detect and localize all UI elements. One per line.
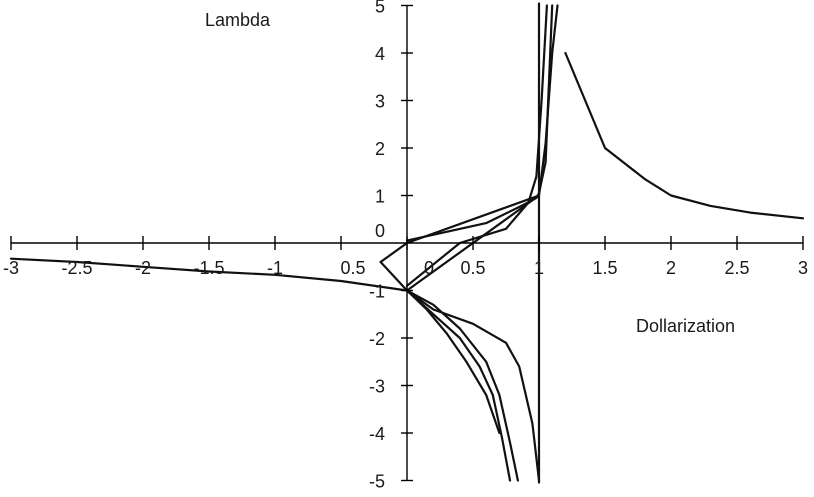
y-tick-label: 4 — [375, 44, 385, 64]
y-tick-label: 0 — [375, 221, 385, 241]
series-line-7 — [405, 4, 549, 287]
y-tick-label: 3 — [375, 92, 385, 112]
y-tick-label: 1 — [375, 187, 385, 207]
series-line-9 — [405, 289, 512, 482]
y-tick-label: -4 — [369, 424, 385, 444]
series-line-3 — [379, 260, 541, 482]
y-axis-title: Lambda — [205, 10, 271, 30]
y-tick-label: -3 — [369, 377, 385, 397]
x-tick-label: -1 — [267, 258, 283, 278]
y-tick-label: -1 — [369, 282, 385, 302]
series-line-6 — [405, 4, 554, 242]
y-tick-label: 2 — [375, 139, 385, 159]
x-tick-label: 0 — [424, 258, 434, 278]
x-tick-label: 1 — [534, 258, 544, 278]
series-line-8 — [405, 289, 520, 482]
x-tick-label: 2 — [666, 258, 676, 278]
tick-labels: -3 -2.5 -2 -1.5 -1 0.5 0 0.5 1 1.5 2 2.5 3-5-4-3-2-1… — [3, 0, 808, 492]
series-line-10 — [405, 289, 501, 435]
series-line-4 — [379, 4, 559, 264]
x-tick-label: -2.5 — [61, 258, 92, 278]
x-tick-label: 2.5 — [724, 258, 749, 278]
x-tick-label: 3 — [798, 258, 808, 278]
series-line-2 — [564, 51, 805, 220]
y-tick-label: 5 — [375, 0, 385, 17]
x-tick-label: 0.5 — [460, 258, 485, 278]
ticks — [10, 4, 804, 482]
x-tick-label: 1.5 — [592, 258, 617, 278]
series-line-1 — [9, 257, 409, 292]
x-tick-label: -3 — [3, 258, 19, 278]
y-tick-label: -2 — [369, 329, 385, 349]
x-tick-label: 0.5 — [340, 258, 365, 278]
y-tick-label: -5 — [369, 472, 385, 492]
x-tick-label: -1.5 — [193, 258, 224, 278]
x-tick-label: -2 — [135, 258, 151, 278]
x-axis-title: Dollarization — [636, 316, 735, 336]
